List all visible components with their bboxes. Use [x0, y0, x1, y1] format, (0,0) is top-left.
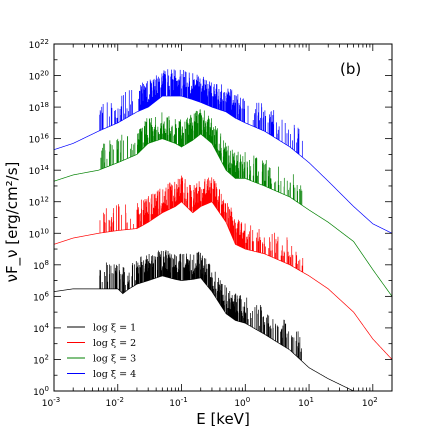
series-line	[53, 175, 393, 360]
y-tick-label: 1018	[29, 101, 49, 114]
x-tick-label: 102	[362, 396, 378, 409]
series-line	[53, 250, 354, 392]
y-axis-label: νF_ν [erg/cm²/s]	[3, 162, 22, 283]
series-line	[53, 109, 393, 297]
legend-label: log ξ = 1	[93, 323, 136, 334]
x-tick-label: 100	[234, 396, 250, 409]
y-tick-label: 1016	[29, 133, 50, 146]
y-tick-label: 104	[33, 322, 49, 335]
y-tick-label: 106	[33, 290, 49, 303]
series-layer	[53, 69, 393, 392]
y-tick-label: 100	[33, 385, 49, 398]
y-tick-label: 108	[33, 259, 49, 272]
x-tick-label: 10-3	[42, 396, 60, 409]
y-tick-label: 1010	[29, 227, 49, 240]
legend-label: log ξ = 2	[93, 338, 136, 349]
x-axis-label: E [keV]	[196, 410, 250, 428]
x-tick-label: 10-2	[106, 396, 124, 409]
legend-label: log ξ = 3	[93, 354, 136, 365]
y-tick-label: 1012	[29, 196, 49, 209]
y-tick-label: 1020	[29, 70, 49, 83]
legend-label: log ξ = 4	[93, 369, 136, 380]
y-tick-label: 102	[33, 353, 49, 366]
y-tick-label: 1014	[29, 164, 50, 177]
legend: log ξ = 1 log ξ = 2 log ξ = 3 log ξ = 4	[67, 323, 136, 380]
panel-label: (b)	[340, 60, 361, 78]
y-tick-label: 1022	[29, 38, 49, 51]
tick-labels-layer: 10-3 10-2 10-1 100 101 102 100 102 104 106 108 1010…	[29, 38, 378, 409]
series-line	[53, 69, 393, 234]
x-tick-label: 10-1	[169, 396, 187, 409]
x-tick-label: 101	[298, 396, 314, 409]
ticks-layer	[53, 43, 393, 392]
